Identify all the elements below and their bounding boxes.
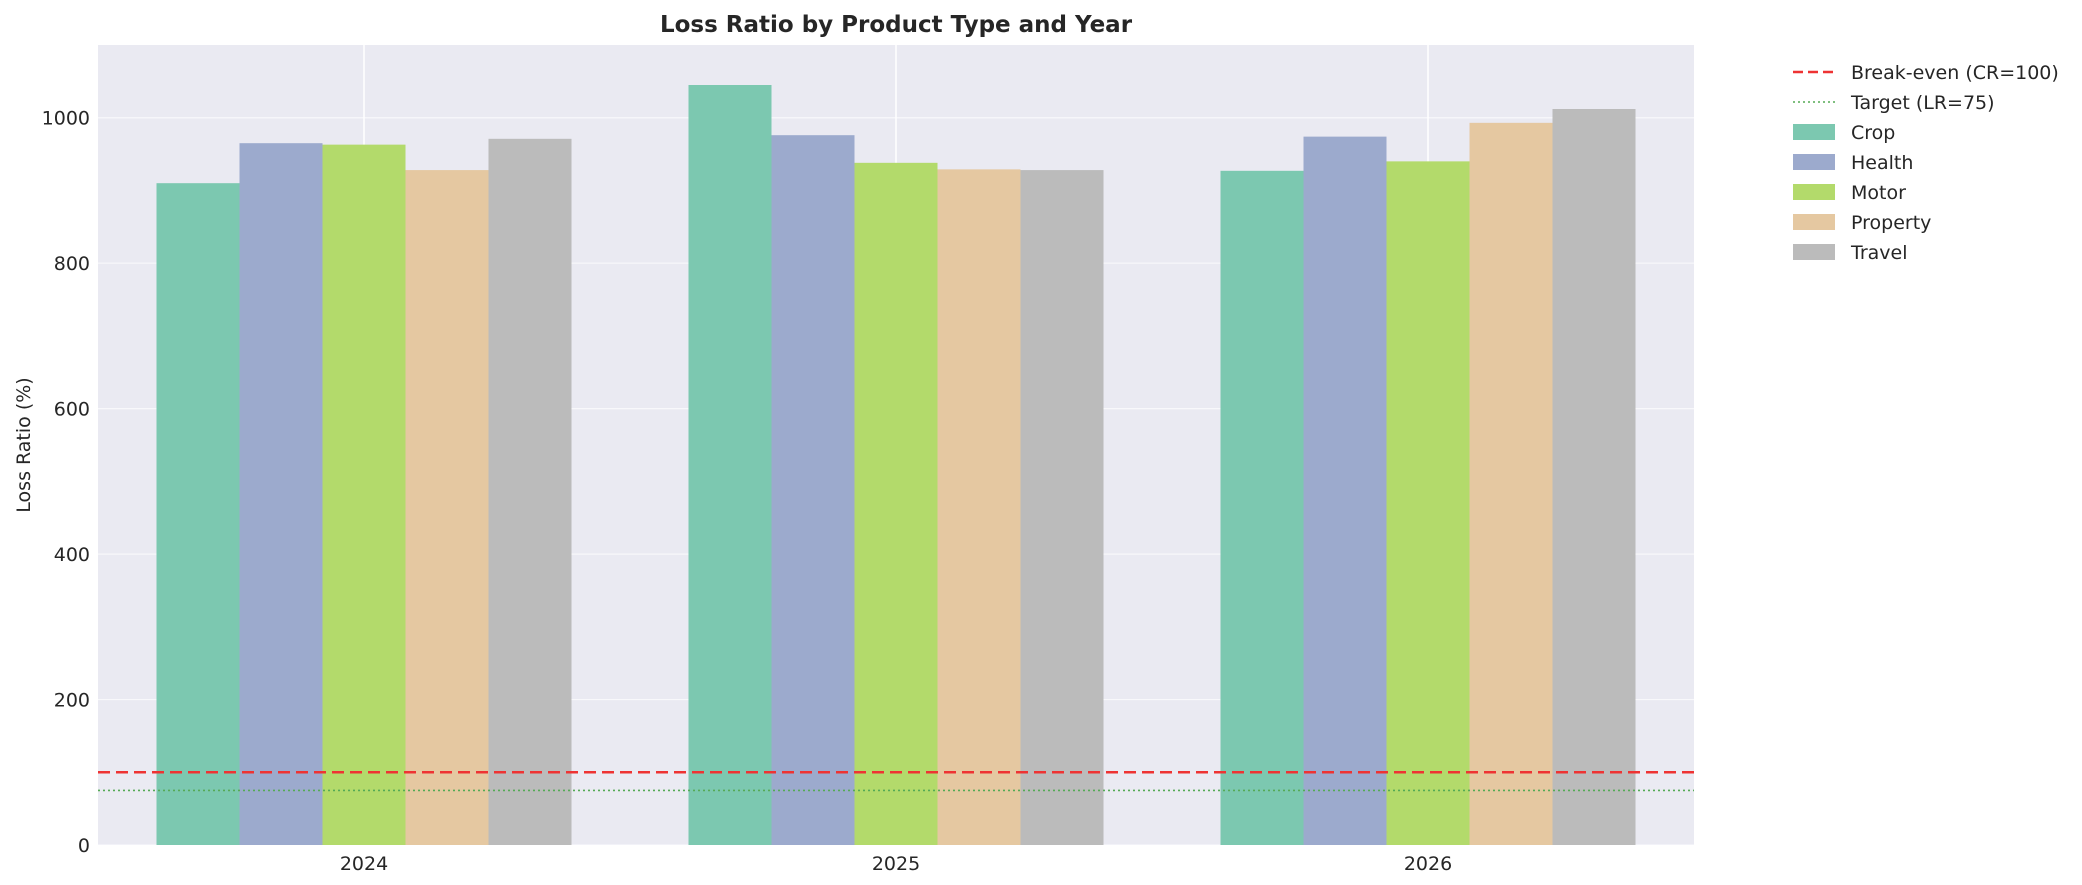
x-ticks: 2024 2025 2026 xyxy=(340,853,1452,875)
bar-property-2025 xyxy=(937,169,1021,845)
bar-property-2026 xyxy=(1469,122,1553,846)
bar-property-2024 xyxy=(405,170,489,845)
legend-swatch-motor xyxy=(1793,184,1835,200)
x-tick-label: 2024 xyxy=(340,853,388,875)
y-tick-label: 200 xyxy=(54,690,90,712)
y-tick-label: 600 xyxy=(54,399,90,421)
legend-swatch-crop xyxy=(1793,124,1835,140)
bar-health-2025 xyxy=(771,135,855,845)
bar-crop-2024 xyxy=(156,183,240,845)
bar-motor-2026 xyxy=(1386,161,1470,845)
legend-swatch-property xyxy=(1793,214,1835,230)
legend: Break-even (CR=100) Target (LR=75) Crop Hea… xyxy=(1793,62,2059,264)
bar-motor-2024 xyxy=(322,144,406,846)
legend-label: Health xyxy=(1851,152,1913,174)
bar-travel-2024 xyxy=(488,138,572,845)
bar-motor-2025 xyxy=(854,162,938,845)
x-tick-label: 2026 xyxy=(1404,853,1452,875)
bar-crop-2026 xyxy=(1220,170,1304,845)
bars-group xyxy=(156,85,1636,846)
legend-swatch-health xyxy=(1793,154,1835,170)
legend-label: Motor xyxy=(1851,182,1906,204)
y-tick-label: 400 xyxy=(54,544,90,566)
chart-title: Loss Ratio by Product Type and Year xyxy=(660,12,1133,38)
x-tick-label: 2025 xyxy=(872,853,920,875)
bar-health-2024 xyxy=(239,143,323,845)
legend-label: Crop xyxy=(1851,122,1895,144)
y-tick-label: 800 xyxy=(54,253,90,275)
legend-label: Target (LR=75) xyxy=(1850,92,1995,114)
y-axis-label: Loss Ratio (%) xyxy=(13,377,35,512)
legend-swatch-travel xyxy=(1793,244,1835,260)
legend-label: Break-even (CR=100) xyxy=(1851,62,2059,84)
reference-lines xyxy=(98,771,1694,792)
bar-crop-2025 xyxy=(688,85,772,845)
bar-health-2026 xyxy=(1303,136,1387,846)
bar-travel-2026 xyxy=(1552,109,1636,845)
y-ticks: 0 200 400 600 800 1000 xyxy=(42,108,90,857)
bar-travel-2025 xyxy=(1020,170,1104,845)
legend-label: Property xyxy=(1851,212,1931,234)
y-tick-label: 1000 xyxy=(42,108,90,130)
y-tick-label: 0 xyxy=(78,835,90,857)
legend-label: Travel xyxy=(1850,242,1907,264)
